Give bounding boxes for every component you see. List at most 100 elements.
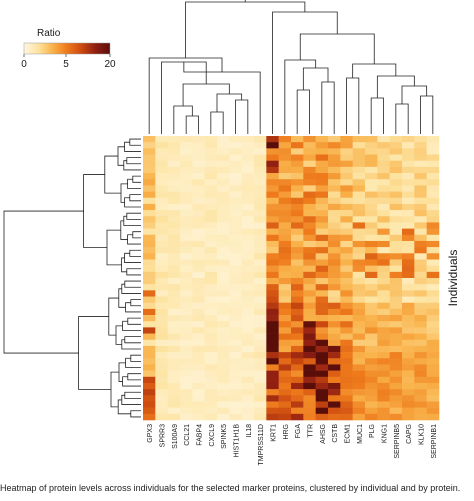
heatmap-cell [315, 296, 329, 303]
heatmap-cell [328, 148, 341, 155]
heatmap-cell [328, 358, 341, 365]
heatmap-cell [180, 321, 193, 328]
heatmap-cell [143, 308, 156, 316]
heatmap-cell [143, 358, 156, 365]
heatmap-cell [229, 160, 242, 168]
heatmap-cell [389, 210, 403, 217]
heatmap-cell [315, 191, 329, 199]
column-dendrogram-branch [284, 59, 317, 134]
heatmap-cell [180, 136, 193, 143]
heatmap-cell [340, 389, 353, 396]
heatmap-cell [340, 271, 353, 279]
heatmap-cell [352, 228, 366, 236]
column-label-serpinb5: SERPINB5 [394, 424, 401, 459]
heatmap-cell [426, 290, 440, 297]
heatmap-cell [167, 179, 181, 186]
heatmap-cell [204, 173, 218, 180]
heatmap-cell [365, 185, 378, 192]
heatmap-cell [340, 321, 353, 328]
heatmap-cell [352, 382, 366, 390]
heatmap-cell [278, 333, 292, 341]
heatmap-cell [155, 284, 168, 291]
heatmap-cell [315, 240, 329, 248]
heatmap-cell [266, 290, 279, 297]
heatmap-cell [143, 407, 156, 415]
heatmap-cell [303, 339, 316, 347]
column-dendrogram-branch [376, 75, 415, 98]
heatmap-cell [414, 308, 427, 316]
heatmap-cell [266, 191, 279, 199]
heatmap-cell [143, 296, 156, 303]
heatmap-cell [155, 389, 168, 396]
heatmap-cell [340, 228, 353, 236]
heatmap-cell [328, 259, 341, 266]
heatmap-cell [377, 148, 390, 155]
heatmap-cell [192, 382, 205, 390]
heatmap-cell [167, 234, 181, 242]
heatmap-cell [229, 278, 242, 285]
heatmap-cell [291, 166, 304, 174]
heatmap-cell [303, 228, 316, 236]
heatmap-cell [155, 173, 168, 180]
heatmap-cell [414, 136, 427, 143]
heatmap-cell [389, 389, 403, 396]
heatmap-cell [328, 142, 341, 149]
heatmap-cell [402, 247, 415, 254]
heatmap-cell [192, 407, 205, 415]
heatmap-cell [426, 142, 440, 149]
heatmap-cell [365, 240, 378, 248]
heatmap-cell [217, 382, 230, 390]
column-dendrogram-branch [272, 11, 338, 134]
heatmap-cell [328, 315, 341, 322]
heatmap-cell [217, 364, 230, 371]
heatmap-cell [204, 358, 218, 365]
heatmap-cell [167, 370, 181, 378]
heatmap-cell [278, 265, 292, 273]
heatmap-cell [328, 265, 341, 273]
heatmap-cell [180, 278, 193, 285]
heatmap-cell [402, 370, 415, 378]
heatmap-cell [192, 321, 205, 328]
heatmap-cell [278, 136, 292, 143]
heatmap-cell [167, 389, 181, 396]
heatmap-cell [266, 352, 279, 359]
heatmap-cell [402, 302, 415, 310]
heatmap-cell [352, 203, 366, 211]
heatmap-cell [365, 166, 378, 174]
heatmap-cell [254, 185, 267, 192]
heatmap-cell [180, 290, 193, 297]
heatmap-cell [167, 253, 181, 260]
heatmap-cell [315, 284, 329, 291]
heatmap-cell [204, 302, 218, 310]
heatmap-cell [167, 216, 181, 223]
heatmap-cell [402, 136, 415, 143]
y-axis-label: Individuals [446, 250, 460, 307]
heatmap-cell [291, 333, 304, 341]
heatmap-cell [402, 327, 415, 334]
heatmap-cell [229, 327, 242, 334]
heatmap-cell [402, 308, 415, 316]
row-dendrogram-branch [130, 354, 141, 362]
heatmap-cell [402, 160, 415, 168]
heatmap-cell [328, 247, 341, 254]
heatmap-cell [291, 327, 304, 334]
heatmap-cell [389, 185, 403, 192]
heatmap-cell [352, 284, 366, 291]
heatmap-cell [204, 321, 218, 328]
heatmap-cell [192, 302, 205, 310]
heatmap-cell [143, 271, 156, 279]
heatmap-cell [254, 160, 267, 168]
heatmap-cell [241, 173, 255, 180]
heatmap-cell [414, 179, 427, 186]
heatmap-cell [266, 401, 279, 408]
heatmap-cell [365, 197, 378, 205]
heatmap-cell [155, 185, 168, 192]
heatmap-cell [266, 358, 279, 365]
heatmap-cell [389, 173, 403, 180]
heatmap-cell [426, 345, 440, 353]
heatmap-cell [303, 352, 316, 359]
heatmap-cell [365, 382, 378, 390]
heatmap-cell [414, 173, 427, 180]
heatmap-cell [229, 364, 242, 371]
